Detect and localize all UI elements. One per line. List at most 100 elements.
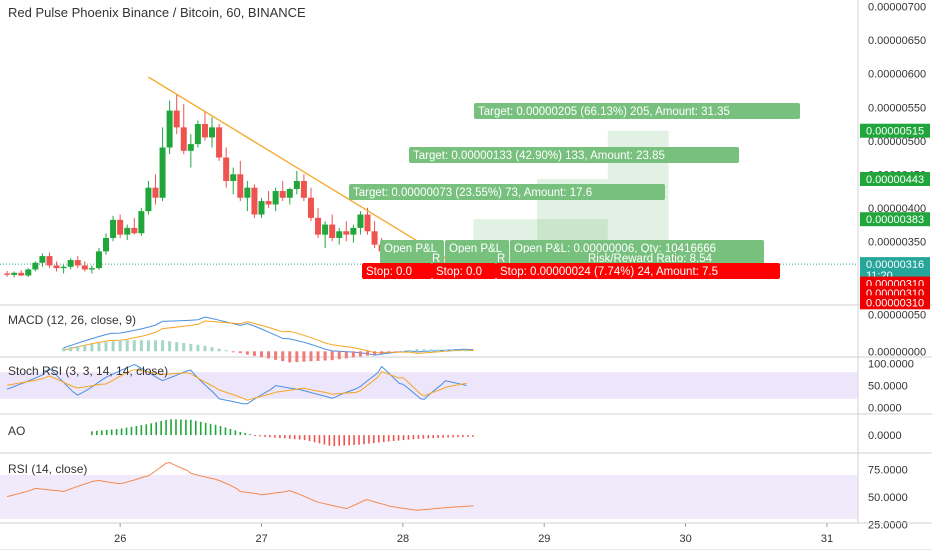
candle[interactable] [53, 265, 60, 269]
candle[interactable] [307, 197, 314, 218]
price-tick: 0.00000350 [868, 236, 926, 248]
candle[interactable] [329, 224, 336, 238]
candle[interactable] [124, 227, 131, 235]
candle[interactable] [315, 217, 322, 235]
rr-bg-2 [445, 253, 509, 265]
ao-bar [160, 421, 162, 436]
candle[interactable] [209, 127, 216, 138]
macd-histogram-bar [281, 351, 285, 362]
candle[interactable] [180, 127, 187, 151]
macd-pane[interactable]: 0.00000050 0.00000000 [62, 309, 926, 363]
open-pl-label-3-text: Open P&L: 0.00000006, Qty: 10416666 [514, 243, 716, 255]
candle[interactable] [286, 189, 293, 198]
candle[interactable] [138, 211, 145, 234]
candle[interactable] [74, 260, 81, 266]
candle[interactable] [201, 124, 208, 138]
candle[interactable] [81, 265, 88, 270]
risk-reward-label: Risk/Reward Ratio: 8.54 [588, 253, 713, 265]
candle[interactable] [258, 201, 265, 215]
candle[interactable] [336, 231, 343, 238]
open-pl-label-2[interactable]: Open P&L [445, 240, 509, 256]
ao-pane[interactable]: 0.0000 [91, 419, 902, 447]
stoch-k-line [6, 364, 467, 405]
candle[interactable] [145, 187, 152, 212]
candle[interactable] [230, 174, 237, 181]
ao-bar [155, 422, 157, 436]
ao-bar [194, 420, 197, 436]
target-label-3[interactable]: Target: 0.00000205 (66.13%) 205, Amount:… [474, 103, 800, 119]
candle[interactable] [251, 187, 258, 215]
candle[interactable] [32, 262, 39, 270]
candle[interactable] [237, 174, 244, 198]
candle[interactable] [223, 157, 230, 181]
candle[interactable] [272, 191, 279, 205]
candle[interactable] [110, 219, 117, 238]
ao-bar [254, 435, 256, 437]
candle[interactable] [25, 269, 32, 276]
candle[interactable] [159, 147, 166, 198]
candle[interactable] [166, 110, 173, 148]
ao-bar [175, 419, 177, 436]
candle[interactable] [88, 268, 95, 270]
candle[interactable] [4, 273, 11, 275]
macd-histogram-bar [252, 351, 256, 356]
rsi-title: RSI (14, close) [8, 462, 88, 476]
time-axis[interactable]: 26 27 28 29 30 31 [0, 522, 932, 545]
pane-tick: 50.0000 [868, 492, 908, 504]
candle[interactable] [371, 231, 378, 245]
candle[interactable] [244, 187, 251, 198]
macd-histogram-bar [373, 351, 377, 355]
ao-bar [140, 425, 143, 436]
ao-bar [318, 435, 321, 444]
candle[interactable] [265, 201, 272, 205]
candle[interactable] [39, 256, 46, 263]
candle[interactable] [103, 237, 110, 252]
candle[interactable] [343, 231, 350, 235]
price-tick: 0.00000700 [868, 2, 926, 14]
candle[interactable] [18, 272, 25, 276]
stop-label-1[interactable]: Stop: 0.0 [362, 263, 432, 279]
candle[interactable] [60, 266, 67, 269]
rsi-line [6, 461, 474, 511]
candle[interactable] [322, 224, 329, 235]
candle[interactable] [95, 251, 102, 269]
macd-histogram-bar [429, 349, 433, 352]
candle[interactable] [131, 227, 138, 234]
candle[interactable] [67, 260, 74, 267]
candle[interactable] [194, 124, 201, 145]
open-pl-label-3[interactable]: Open P&L: 0.00000006, Qty: 10416666 [510, 240, 764, 256]
target-label-3-bg [474, 103, 800, 119]
candle[interactable] [152, 187, 159, 198]
ao-bar [462, 435, 464, 438]
trend-line[interactable] [148, 76, 446, 259]
candle[interactable] [357, 214, 364, 228]
candle[interactable] [173, 110, 180, 128]
candle[interactable] [187, 144, 194, 151]
stop-label-3[interactable]: Stop: 0.00000024 (7.74%) 24, Amount: 7.5 [496, 263, 780, 279]
candle[interactable] [300, 180, 307, 198]
candle[interactable] [364, 214, 371, 232]
time-label: 31 [821, 533, 833, 545]
candle[interactable] [46, 256, 53, 266]
candle[interactable] [216, 127, 223, 158]
macd-histogram-bar [443, 349, 447, 352]
stop-label-2[interactable]: Stop: 0.0 [432, 263, 496, 279]
target-label-2[interactable]: Target: 0.00000133 (42.90%) 133, Amount:… [409, 147, 739, 163]
stoch-rsi-pane[interactable]: 100.0000 50.0000 0.0000 [0, 358, 914, 415]
open-pl-label-1[interactable]: Open P&L [380, 240, 444, 256]
candle[interactable] [117, 219, 124, 235]
candle[interactable] [11, 272, 18, 275]
candle[interactable] [350, 227, 357, 235]
target-label-1[interactable]: Target: 0.00000073 (23.55%) 73, Amount: … [349, 184, 665, 200]
candle[interactable] [293, 180, 300, 190]
ao-bar [190, 419, 192, 436]
macd-histogram-bar [267, 351, 271, 359]
macd-histogram-bar [450, 349, 454, 352]
ao-bar [308, 435, 311, 442]
rsi-pane[interactable]: 75.0000 50.0000 25.0000 [0, 461, 908, 532]
ao-bar [472, 435, 474, 437]
price-axis[interactable]: 0.00000700 0.00000650 0.00000600 0.00000550… [860, 2, 930, 310]
candle[interactable] [279, 191, 286, 198]
ao-bar [422, 435, 425, 439]
